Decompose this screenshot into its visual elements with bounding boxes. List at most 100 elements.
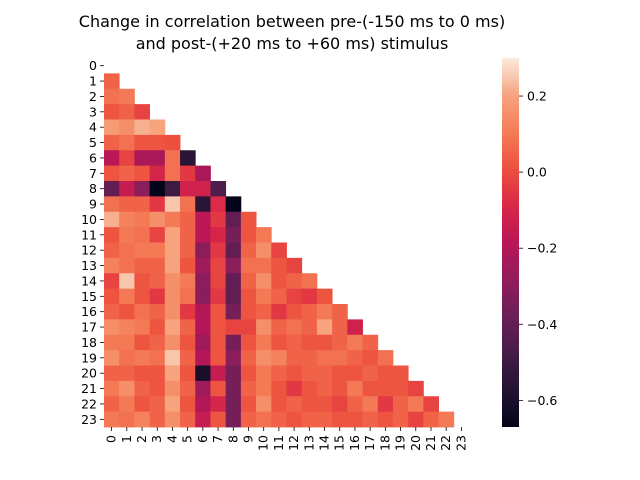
heatmap-cell [149, 334, 166, 351]
heatmap-cell [271, 273, 287, 290]
x-tick-label: 10 [256, 435, 271, 451]
heatmap-cell [134, 104, 151, 120]
heatmap-cell [164, 150, 181, 167]
heatmap-cell [225, 396, 242, 413]
heatmap-cell [104, 88, 120, 105]
heatmap-cell [271, 396, 287, 413]
heatmap-cell [104, 211, 120, 228]
y-tick-label: 20 [81, 366, 97, 381]
heatmap-cell [301, 304, 318, 320]
colorbar-ticks: 0.2 0.0 −0.2 −0.4 −0.6 [519, 89, 557, 408]
heatmap-cell [180, 165, 196, 182]
x-tick-label: 19 [393, 435, 408, 451]
heatmap-cell [180, 242, 196, 259]
heatmap-cell [180, 380, 196, 397]
heatmap-cell [119, 104, 135, 120]
heatmap-cell [104, 134, 120, 151]
y-tick-label: 1 [89, 74, 97, 89]
heatmap-cell [271, 242, 287, 259]
heatmap-cell [210, 273, 227, 290]
heatmap-cell [104, 150, 120, 167]
heatmap-cell [392, 380, 409, 397]
y-tick-label: 6 [89, 150, 97, 165]
colorbar-tick-label: 0.2 [527, 89, 547, 104]
heatmap-cell [286, 380, 303, 397]
heatmap-cell [104, 365, 120, 382]
y-tick-label: 2 [89, 89, 97, 104]
heatmap-cell [392, 396, 409, 413]
heatmap-cell [104, 319, 120, 336]
heatmap-cell [332, 365, 348, 382]
heatmap-cell [104, 73, 120, 90]
heatmap-cell [210, 227, 227, 243]
heatmap-cell [301, 334, 318, 351]
heatmap-cell [316, 396, 333, 413]
heatmap-cell [210, 334, 227, 351]
x-tick-label: 3 [149, 435, 164, 443]
x-tick-label: 7 [210, 435, 225, 443]
heatmap-cell [301, 350, 318, 366]
x-tick-label: 1 [119, 435, 134, 443]
heatmap-cell [195, 242, 211, 259]
heatmap-cell [316, 334, 333, 351]
x-tick-label: 14 [317, 435, 332, 451]
y-tick-label: 9 [89, 197, 97, 212]
heatmap-cell [286, 411, 303, 428]
heatmap-cell [119, 257, 135, 274]
y-tick-label: 19 [81, 350, 97, 365]
heatmap-cell [225, 411, 242, 428]
heatmap-cell [149, 288, 166, 305]
heatmap-cell [271, 365, 287, 382]
heatmap-cell [316, 365, 333, 382]
heatmap-cell [180, 411, 196, 428]
heatmap-cell [240, 319, 257, 336]
heatmap-cell [210, 196, 227, 213]
colorbar-gradient [502, 58, 519, 427]
colorbar: 0.2 0.0 −0.2 −0.4 −0.6 [502, 58, 557, 427]
y-tick-label: 10 [81, 212, 97, 227]
heatmap-cell [271, 257, 287, 274]
heatmap-cell [104, 257, 120, 274]
heatmap-cell [286, 304, 303, 320]
heatmap-cell [149, 165, 166, 182]
heatmap-cell [286, 288, 303, 305]
heatmap-cell [225, 380, 242, 397]
y-tick-label: 12 [81, 243, 97, 258]
heatmap-cell [195, 196, 211, 213]
heatmap-cell [240, 273, 257, 290]
heatmap-cell [256, 319, 272, 336]
heatmap-cell [149, 211, 166, 228]
heatmap-cell [134, 165, 151, 182]
y-tick-label: 0 [89, 58, 97, 73]
chart-title-line1: Change in correlation between pre-(-150 … [79, 12, 505, 31]
heatmap-cell [362, 334, 379, 351]
heatmap-cell [195, 365, 211, 382]
heatmap-cell [119, 181, 135, 197]
heatmap-cell [119, 304, 135, 320]
heatmap-cell [134, 181, 151, 197]
heatmap-cell [362, 350, 379, 366]
y-tick-label: 11 [81, 227, 97, 242]
heatmap-cell [134, 288, 151, 305]
heatmap-cell [377, 380, 394, 397]
heatmap-cell [164, 334, 181, 351]
heatmap-cell [164, 257, 181, 274]
x-tick-label: 4 [164, 435, 179, 443]
heatmap-cell [164, 196, 181, 213]
heatmap-cell [149, 227, 166, 243]
heatmap-cell [180, 350, 196, 366]
heatmap-cell [164, 396, 181, 413]
x-tick-label: 23 [453, 435, 468, 451]
heatmap-cell [377, 396, 394, 413]
heatmap-cell [134, 242, 151, 259]
heatmap-cell [240, 304, 257, 320]
heatmap-cell [225, 242, 242, 259]
heatmap-cell [180, 365, 196, 382]
heatmap-cell [134, 211, 151, 228]
heatmap-cell [149, 119, 166, 136]
heatmap-cell [195, 211, 211, 228]
heatmap-cell [301, 396, 318, 413]
heatmap-cell [149, 181, 166, 197]
heatmap-cell [134, 257, 151, 274]
heatmap-cell [286, 350, 303, 366]
